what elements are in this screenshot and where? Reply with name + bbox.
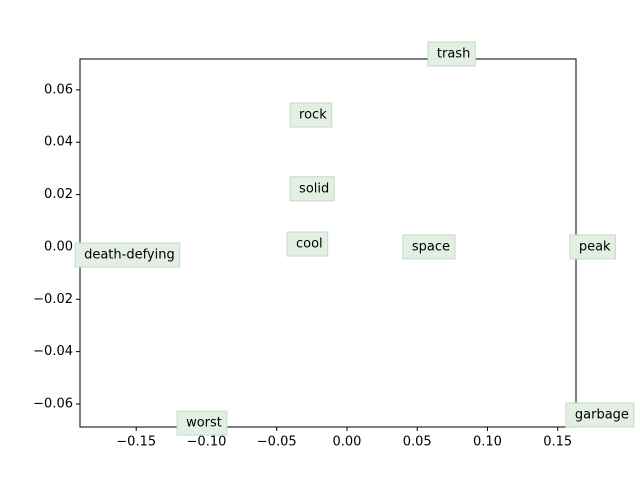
x-tick-label: 0.00	[332, 435, 361, 450]
x-tick-label: 0.15	[543, 435, 572, 450]
word-point: trash	[427, 41, 476, 67]
word-point: peak	[569, 234, 617, 260]
word-box	[565, 402, 635, 428]
word-label: peak	[579, 239, 611, 254]
word-box	[289, 176, 335, 202]
x-tick-label: 0.10	[473, 435, 502, 450]
word-box	[569, 234, 617, 260]
word-box	[427, 41, 476, 67]
word-box	[402, 234, 456, 260]
word-box	[289, 102, 333, 128]
x-tick-label: −0.10	[187, 435, 227, 450]
x-tick-label: −0.05	[257, 435, 297, 450]
word-point: garbage	[565, 402, 635, 428]
word-point: death-defying	[74, 242, 181, 268]
word-box	[286, 231, 329, 257]
word-point: solid	[289, 176, 335, 202]
word-label: cool	[296, 237, 323, 252]
y-tick-label: 0.06	[44, 82, 73, 97]
word-box	[74, 242, 181, 268]
word-point: rock	[289, 102, 333, 128]
x-tick-label: −0.15	[116, 435, 156, 450]
y-tick-label: −0.06	[33, 396, 73, 411]
y-tick-label: −0.02	[33, 292, 73, 307]
y-tick-label: 0.00	[44, 239, 73, 254]
word-label: worst	[186, 416, 222, 431]
word-point: worst	[176, 410, 228, 436]
y-tick-label: 0.02	[44, 187, 73, 202]
word-point: cool	[286, 231, 329, 257]
word-label: garbage	[575, 407, 629, 422]
word-label: space	[412, 239, 450, 254]
word-label: rock	[299, 108, 327, 123]
word-label: solid	[299, 181, 329, 196]
y-tick-label: −0.04	[33, 344, 73, 359]
y-tick-label: 0.04	[44, 135, 73, 150]
word-label: trash	[437, 47, 470, 62]
x-tick-label: 0.05	[403, 435, 432, 450]
word-point: space	[402, 234, 456, 260]
word-label: death-defying	[84, 248, 175, 263]
word-box	[176, 410, 228, 436]
